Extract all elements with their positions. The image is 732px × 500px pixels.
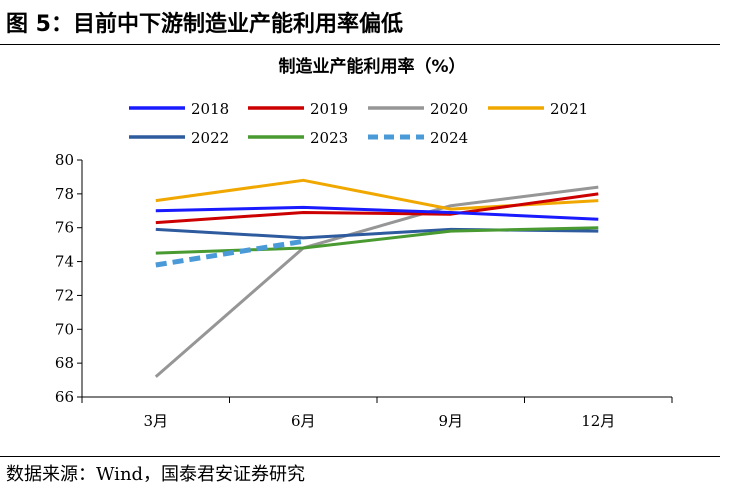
legend-item-2024: 2024	[368, 129, 468, 147]
y-tick-label-74: 74	[55, 253, 74, 271]
legend-item-2018: 2018	[129, 100, 229, 118]
series-lines	[154, 178, 599, 378]
chart: 制造业产能利用率（%） 2018 2019 2020 2021 2022 2023 2024…	[55, 56, 673, 430]
x-tick-label-1: 6月	[291, 412, 316, 430]
legend-label-2023: 2023	[310, 129, 348, 147]
series-line-2023	[155, 226, 599, 255]
y-tick-label-70: 70	[55, 320, 74, 338]
legend-item-2019: 2019	[248, 100, 348, 118]
chart-title: 制造业产能利用率（%）	[278, 56, 465, 77]
legend-item-2021: 2021	[488, 100, 588, 118]
x-tick-label-0: 3月	[143, 412, 168, 430]
legend-item-2022: 2022	[129, 129, 229, 147]
bottom-rule	[0, 456, 720, 457]
legend-label-2019: 2019	[310, 100, 348, 118]
top-rule	[0, 44, 720, 45]
legend-label-2018: 2018	[191, 100, 229, 118]
legend-item-2023: 2023	[248, 129, 348, 147]
figure-title: 图 5：目前中下游制造业产能利用率偏低	[6, 12, 403, 37]
axes: 66 68 70 72 74 76 78 80 3月 6月 9月 12月	[55, 151, 673, 430]
y-tick-label-80: 80	[55, 151, 74, 169]
legend-label-2020: 2020	[430, 100, 468, 118]
legend-label-2024: 2024	[430, 129, 468, 147]
legend: 2018 2019 2020 2021 2022 2023 2024	[129, 100, 588, 147]
series-line-2020	[154, 185, 599, 378]
legend-label-2022: 2022	[191, 129, 229, 147]
series-line-2019	[155, 192, 599, 225]
series-line-2018	[155, 205, 599, 221]
legend-item-2020: 2020	[368, 100, 468, 118]
x-tick-label-2: 9月	[438, 412, 463, 430]
y-tick-label-72: 72	[55, 286, 74, 304]
y-tick-label-76: 76	[55, 219, 74, 237]
y-tick-label-68: 68	[55, 354, 74, 372]
y-tick-label-78: 78	[55, 185, 74, 203]
y-tick-label-66: 66	[55, 388, 74, 406]
x-tick-label-3: 12月	[581, 412, 615, 430]
source-note: 数据来源：Wind，国泰君安证券研究	[6, 464, 306, 485]
legend-label-2021: 2021	[550, 100, 588, 118]
series-line-2024	[155, 238, 304, 268]
